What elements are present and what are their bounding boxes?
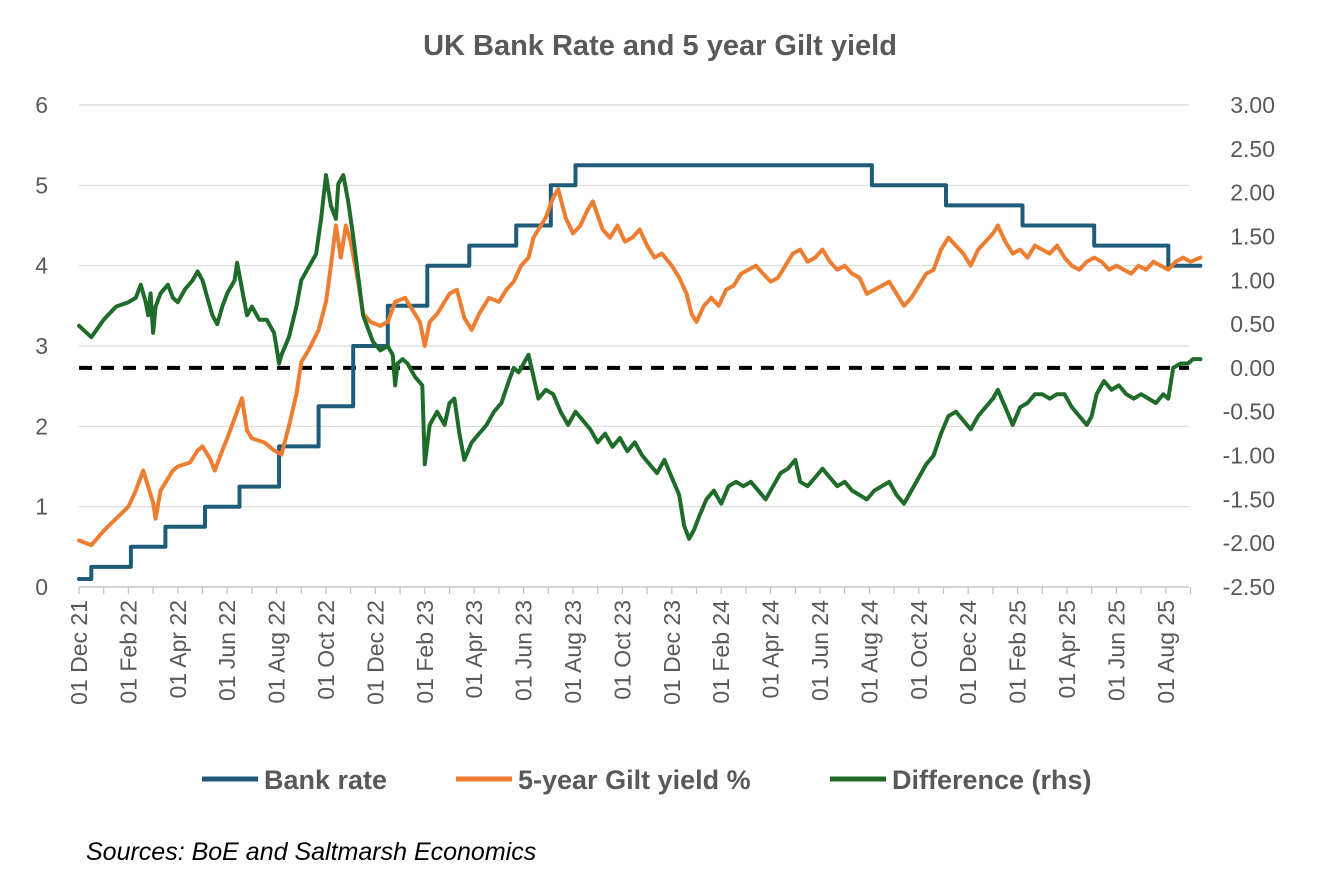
legend: Bank rate 5-year Gilt yield % Difference (… — [202, 765, 1092, 795]
y-left-tick-label: 6 — [35, 92, 48, 118]
x-tick-label: 01 Feb 22 — [115, 600, 141, 704]
series-line-bank-rate — [77, 163, 1203, 581]
legend-label-5-year-gilt-yield: 5-year Gilt yield % — [518, 765, 751, 795]
x-tick-label: 01 Feb 25 — [1005, 600, 1031, 704]
x-tick-label: 01 Apr 22 — [165, 600, 191, 698]
y-right-tick-label: -2.00 — [1223, 530, 1275, 556]
y-left-tick-label: 3 — [35, 333, 48, 359]
x-tick-label: 01 Feb 23 — [412, 600, 438, 704]
x-tick-label: 01 Apr 23 — [461, 600, 487, 698]
x-tick-label: 01 Aug 25 — [1153, 600, 1179, 704]
grid — [79, 104, 1189, 588]
x-tick-label: 01 Apr 25 — [1054, 600, 1080, 698]
y-left-tick-label: 4 — [35, 253, 48, 279]
chart-title: UK Bank Rate and 5 year Gilt yield — [423, 30, 897, 62]
x-tick-label: 01 Dec 22 — [362, 600, 388, 705]
y-right-tick-label: -0.50 — [1223, 399, 1275, 425]
y-right-tick-label: 3.00 — [1230, 92, 1275, 118]
x-tick-label: 01 Aug 24 — [856, 600, 882, 704]
y-right-tick-label: -2.50 — [1223, 574, 1275, 600]
x-tick-label: 01 Feb 24 — [708, 600, 734, 704]
y-left-tick-label: 5 — [35, 172, 48, 198]
y-right-tick-label: 2.00 — [1230, 180, 1275, 206]
x-tick-label: 01 Dec 21 — [66, 600, 92, 705]
x-tick-label: 01 Oct 23 — [609, 600, 635, 700]
x-tick-label: 01 Jun 22 — [214, 600, 240, 701]
y-axis-left: 0 1 2 3 4 5 6 — [35, 92, 48, 600]
x-tick-label: 01 Jun 23 — [511, 600, 537, 701]
x-tick-label: 01 Jun 24 — [807, 600, 833, 701]
legend-label-difference-rhs: Difference (rhs) — [892, 765, 1092, 795]
y-axis-right: -2.50 -2.00 -1.50 -1.00 -0.50 0.00 0.50 1.00 1.5… — [1223, 92, 1275, 600]
series-line-5-year-gilt-yield — [77, 187, 1203, 548]
series-layer — [77, 163, 1203, 581]
y-right-tick-label: 2.50 — [1230, 136, 1275, 162]
source-note: Sources: BoE and Saltmarsh Economics — [86, 838, 537, 866]
y-right-tick-label: 1.50 — [1230, 223, 1275, 249]
x-tick-label: 01 Aug 22 — [264, 600, 290, 704]
series-line-difference-rhs — [77, 173, 1203, 541]
y-left-tick-label: 0 — [35, 574, 48, 600]
x-tick-label: 01 Oct 22 — [313, 600, 339, 700]
x-tick-label: 01 Dec 24 — [955, 600, 981, 705]
x-tick-label: 01 Oct 24 — [906, 600, 932, 700]
y-right-tick-label: -1.00 — [1223, 443, 1275, 469]
y-right-tick-label: 0.00 — [1230, 355, 1275, 381]
x-tick-label: 01 Aug 23 — [560, 600, 586, 704]
y-left-tick-label: 1 — [35, 494, 48, 520]
y-right-tick-label: 1.00 — [1230, 267, 1275, 293]
y-right-tick-label: -1.50 — [1223, 486, 1275, 512]
x-tick-label: 01 Jun 25 — [1103, 600, 1129, 701]
legend-label-bank-rate: Bank rate — [264, 765, 387, 795]
y-right-tick-label: 0.50 — [1230, 311, 1275, 337]
x-tick-label: 01 Apr 24 — [758, 600, 784, 699]
y-left-tick-label: 2 — [35, 413, 48, 439]
x-tick-label: 01 Dec 23 — [659, 600, 685, 705]
x-axis: 01 Dec 21 01 Feb 22 01 Apr 22 01 Jun 22 01 A… — [66, 586, 1192, 705]
